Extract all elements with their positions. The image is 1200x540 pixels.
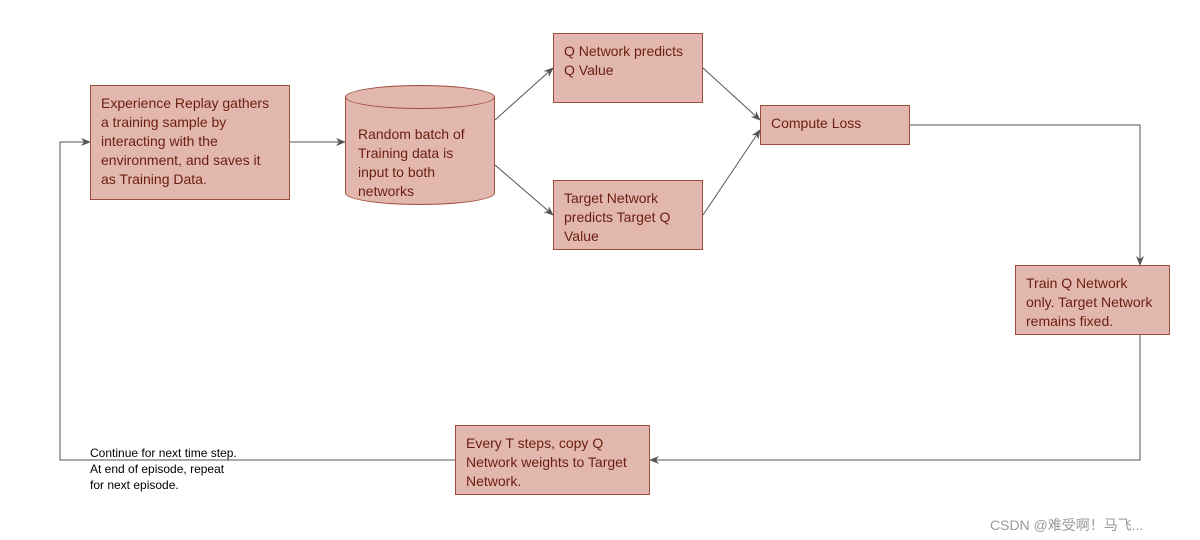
node-label: Experience Replay gathers a training sam… xyxy=(101,95,269,187)
node-copy-weights: Every T steps, copy Q Network weights to… xyxy=(455,425,650,495)
edge-random_batch-to-q_network xyxy=(495,68,553,120)
edge-q_network-to-compute_loss xyxy=(703,68,760,120)
node-label: Random batch of Training data is input t… xyxy=(358,126,465,199)
node-label: Q Network predicts Q Value xyxy=(564,43,683,78)
edge-train_q-to-copy_weights xyxy=(650,335,1140,460)
edge-random_batch-to-target_network xyxy=(495,165,553,215)
node-label: Every T steps, copy Q Network weights to… xyxy=(466,435,627,489)
node-experience-replay: Experience Replay gathers a training sam… xyxy=(90,85,290,200)
watermark-text: CSDN @难受啊！马飞... xyxy=(990,515,1143,535)
edge-compute_loss-to-train_q xyxy=(910,125,1140,265)
node-random-batch: Random batch of Training data is input t… xyxy=(345,97,495,205)
node-q-network: Q Network predicts Q Value xyxy=(553,33,703,103)
node-label: Compute Loss xyxy=(771,115,861,131)
node-label: Target Network predicts Target Q Value xyxy=(564,190,670,244)
node-target-network: Target Network predicts Target Q Value xyxy=(553,180,703,250)
node-train-q: Train Q Network only. Target Network rem… xyxy=(1015,265,1170,335)
edge-target_network-to-compute_loss xyxy=(703,130,760,215)
caption-text: Continue for next time step. At end of e… xyxy=(90,445,237,494)
node-compute-loss: Compute Loss xyxy=(760,105,910,145)
node-label: Train Q Network only. Target Network rem… xyxy=(1026,275,1152,329)
node-random-batch-top xyxy=(345,85,495,109)
